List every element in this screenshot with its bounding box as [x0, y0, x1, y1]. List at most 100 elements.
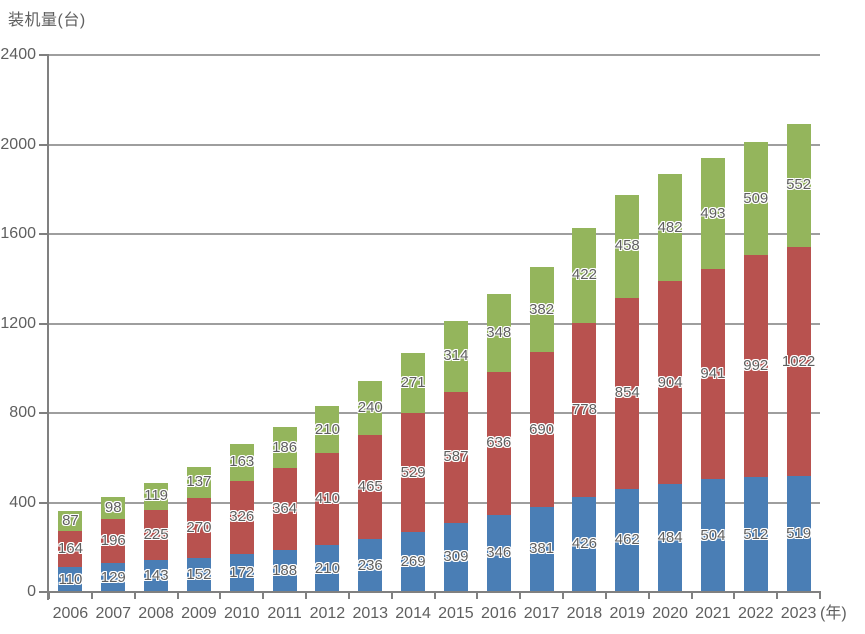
bar-value-label: 314: [443, 347, 469, 365]
bar-segment-red-middle-series: [786, 247, 811, 476]
y-tick-label-2400: 2400: [0, 46, 36, 63]
x-tick-mark: [476, 591, 479, 599]
bar-value-label: 465: [357, 478, 383, 496]
x-tick-mark: [90, 591, 93, 599]
bar-segment-red-middle-series: [743, 255, 768, 478]
bar-value-label: 482: [657, 218, 683, 236]
x-tick-mark: [433, 591, 436, 599]
x-axis-label-2014: 2014: [395, 605, 431, 622]
x-tick-mark: [733, 591, 736, 599]
bar-segment-blue-bottom-series: [358, 539, 383, 592]
bar-value-label: 271: [400, 374, 426, 392]
x-axis-label-2016: 2016: [480, 605, 517, 622]
bar-value-label: 512: [743, 525, 769, 543]
bar-value-label: 552: [786, 176, 812, 194]
bar-segment-green-top-series: [315, 406, 340, 454]
bar-segment-red-middle-series: [401, 413, 426, 532]
bar-value-label: 270: [186, 518, 212, 536]
x-tick-mark: [819, 591, 821, 599]
gridline-800: [49, 412, 820, 414]
bar-segment-green-top-series: [572, 228, 597, 323]
bar-segment-blue-bottom-series: [186, 557, 211, 592]
y-tick-mark: [39, 54, 47, 56]
x-tick-mark: [219, 591, 222, 599]
bar-value-label: 210: [314, 559, 340, 577]
bar-segment-red-middle-series: [658, 281, 683, 484]
y-tick-label-2000: 2000: [0, 135, 36, 153]
y-tick-mark: [39, 322, 47, 325]
bar-value-label: 188: [272, 561, 298, 579]
bar-segment-blue-bottom-series: [101, 563, 126, 592]
bar-value-label: 163: [229, 453, 255, 471]
y-tick-label-800: 800: [9, 404, 36, 421]
bar-segment-blue-bottom-series: [786, 475, 811, 592]
bar-segment-red-middle-series: [486, 372, 511, 515]
bar-value-label: 87: [62, 511, 79, 529]
bar-value-label: 172: [229, 563, 255, 581]
x-tick-mark: [690, 591, 693, 599]
bar-segment-blue-bottom-series: [315, 545, 340, 592]
x-tick-mark: [647, 591, 650, 599]
bar-value-label: 225: [143, 525, 169, 543]
bar-segment-red-middle-series: [443, 391, 468, 523]
bar-value-label: 346: [486, 544, 512, 562]
bar-segment-blue-bottom-series: [572, 496, 597, 592]
bar-segment-red-middle-series: [272, 468, 297, 550]
bar-value-label: 422: [571, 266, 597, 284]
y-tick-label-0: 0: [27, 583, 36, 600]
bar-value-label: 309: [443, 548, 469, 566]
y-tick-mark: [39, 233, 47, 235]
bar-segment-red-middle-series: [101, 519, 126, 564]
y-tick-mark: [39, 412, 47, 414]
bar-value-label: 854: [614, 384, 640, 402]
bar-segment-green-top-series: [529, 266, 554, 353]
bar-value-label: 519: [786, 524, 812, 542]
bar-segment-green-top-series: [358, 381, 383, 436]
x-axis-label-2013: 2013: [352, 605, 389, 622]
bar-segment-blue-bottom-series: [529, 506, 554, 592]
y-tick-label-1200: 1200: [0, 314, 36, 332]
bar-segment-red-middle-series: [229, 480, 254, 554]
gridline-400: [49, 501, 820, 504]
bar-value-label: 992: [743, 357, 769, 375]
bar-value-label: 269: [400, 552, 426, 570]
bar-segment-red-middle-series: [144, 509, 169, 560]
bar-value-label: 236: [357, 556, 383, 574]
x-tick-mark: [176, 591, 179, 599]
bar-value-label: 778: [571, 400, 597, 418]
bar-segment-green-top-series: [101, 497, 126, 520]
x-tick-mark: [262, 591, 265, 599]
bar-segment-red-middle-series: [572, 322, 597, 497]
bar-value-label: 110: [58, 570, 83, 588]
bar-segment-blue-bottom-series: [58, 567, 83, 592]
bar-segment-blue-bottom-series: [486, 514, 511, 592]
bar-value-label: 98: [104, 499, 122, 517]
bar-segment-blue-bottom-series: [144, 560, 169, 592]
bar-segment-red-middle-series: [700, 268, 725, 480]
x-axis-label-2020: 2020: [652, 605, 688, 622]
y-tick-mark: [39, 143, 47, 146]
bar-value-label: 504: [700, 526, 726, 544]
x-tick-mark: [133, 591, 136, 599]
bar-segment-blue-bottom-series: [658, 483, 683, 592]
bar-value-label: 326: [229, 508, 255, 526]
bar-segment-green-top-series: [486, 294, 511, 373]
gridline-2000: [49, 143, 820, 146]
bar-value-label: 462: [614, 531, 640, 549]
x-axis-label-2009: 2009: [181, 605, 217, 622]
bar-segment-green-top-series: [743, 141, 768, 256]
bar-value-label: 137: [186, 473, 212, 491]
bar-value-label: 240: [357, 399, 383, 417]
x-axis-label-2012: 2012: [309, 605, 346, 622]
x-axis-label-2015: 2015: [438, 605, 474, 622]
y-tick-mark: [39, 501, 47, 504]
bar-segment-green-top-series: [658, 173, 683, 282]
bar-segment-blue-bottom-series: [615, 488, 640, 592]
bar-value-label: 509: [743, 189, 769, 207]
bar-value-label: 382: [529, 300, 555, 318]
x-axis-label-2021: 2021: [695, 605, 731, 622]
bar-segment-blue-bottom-series: [401, 531, 426, 592]
x-tick-mark: [519, 591, 522, 599]
bar-value-label: 164: [57, 540, 83, 558]
